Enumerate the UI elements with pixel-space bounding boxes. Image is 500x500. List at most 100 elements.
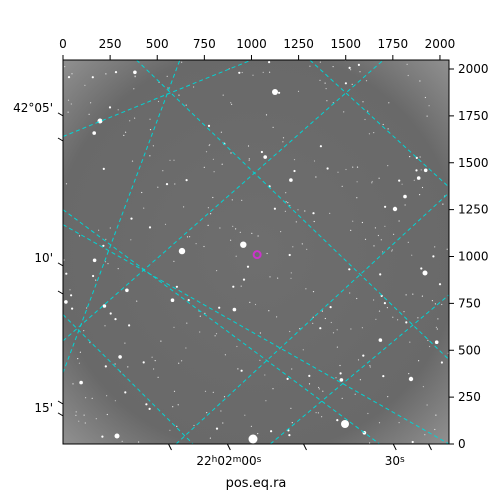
star [336,329,338,331]
star [72,383,74,385]
star [339,372,342,375]
star [318,388,320,390]
star [257,235,259,237]
star [208,144,210,147]
star [369,366,371,368]
star [409,156,411,158]
star [419,194,421,196]
star [332,102,334,104]
top-tick-label: 750 [193,37,216,51]
star [282,141,284,143]
star [337,171,339,173]
star [199,315,201,317]
star [157,100,160,103]
star [130,217,133,220]
star [324,317,326,320]
star [345,168,347,171]
star [250,425,252,427]
star [387,165,389,167]
star [321,310,323,312]
star [244,414,246,416]
ra-tick [226,443,231,451]
star [427,339,429,341]
star [297,90,300,92]
star [392,316,394,318]
star [127,366,129,368]
star [148,226,152,229]
star [219,227,221,229]
star [98,229,100,231]
star [405,294,407,296]
star [206,412,208,414]
star [149,118,151,120]
star [187,299,190,302]
star [230,102,232,104]
star [212,196,214,199]
star [92,131,96,135]
star [70,103,72,105]
star [125,288,129,293]
target-marker [252,250,262,260]
star [378,310,381,312]
star [350,69,352,71]
star [401,183,403,185]
star [109,227,111,229]
star [272,388,274,390]
star [220,131,222,133]
star [92,258,97,263]
grid-line [63,60,384,342]
star [209,144,211,146]
star [254,303,257,306]
star [318,386,320,389]
star [205,151,208,153]
star [138,441,140,443]
star [352,166,354,168]
dec-minor-tick [57,137,64,142]
star [282,137,285,139]
star [419,156,421,158]
star [220,410,222,412]
star [398,220,400,222]
star [105,73,107,75]
grid-line [63,224,449,444]
star [186,322,188,324]
star [422,386,424,388]
star [204,390,207,392]
star [241,71,243,74]
star [91,397,93,399]
star [441,303,443,306]
star [409,341,411,343]
star [266,252,268,255]
star [236,345,238,348]
star [420,169,422,171]
star [123,134,125,136]
star [291,368,293,370]
bright-star [341,420,349,428]
star [350,229,352,231]
ra-axis: 22h02m00s 30s [168,443,432,468]
star [408,373,410,375]
star [209,437,211,439]
right-tick-label: 500 [458,343,481,357]
star [387,128,389,130]
star [109,312,112,315]
star [212,158,214,160]
star [117,109,119,111]
right-tick-label: 1250 [458,203,489,217]
star [295,221,297,223]
star [270,430,273,433]
star [431,300,433,302]
plot-frame [62,59,450,445]
dec-minor-tick [57,400,64,405]
star [251,232,253,234]
star [413,179,415,181]
star [308,383,311,385]
star [297,209,299,211]
star [361,221,363,224]
star [230,239,232,241]
star [329,306,332,309]
star [365,80,368,82]
star [67,76,71,79]
star [70,294,73,297]
ra-tick-label: 30s [385,454,405,468]
